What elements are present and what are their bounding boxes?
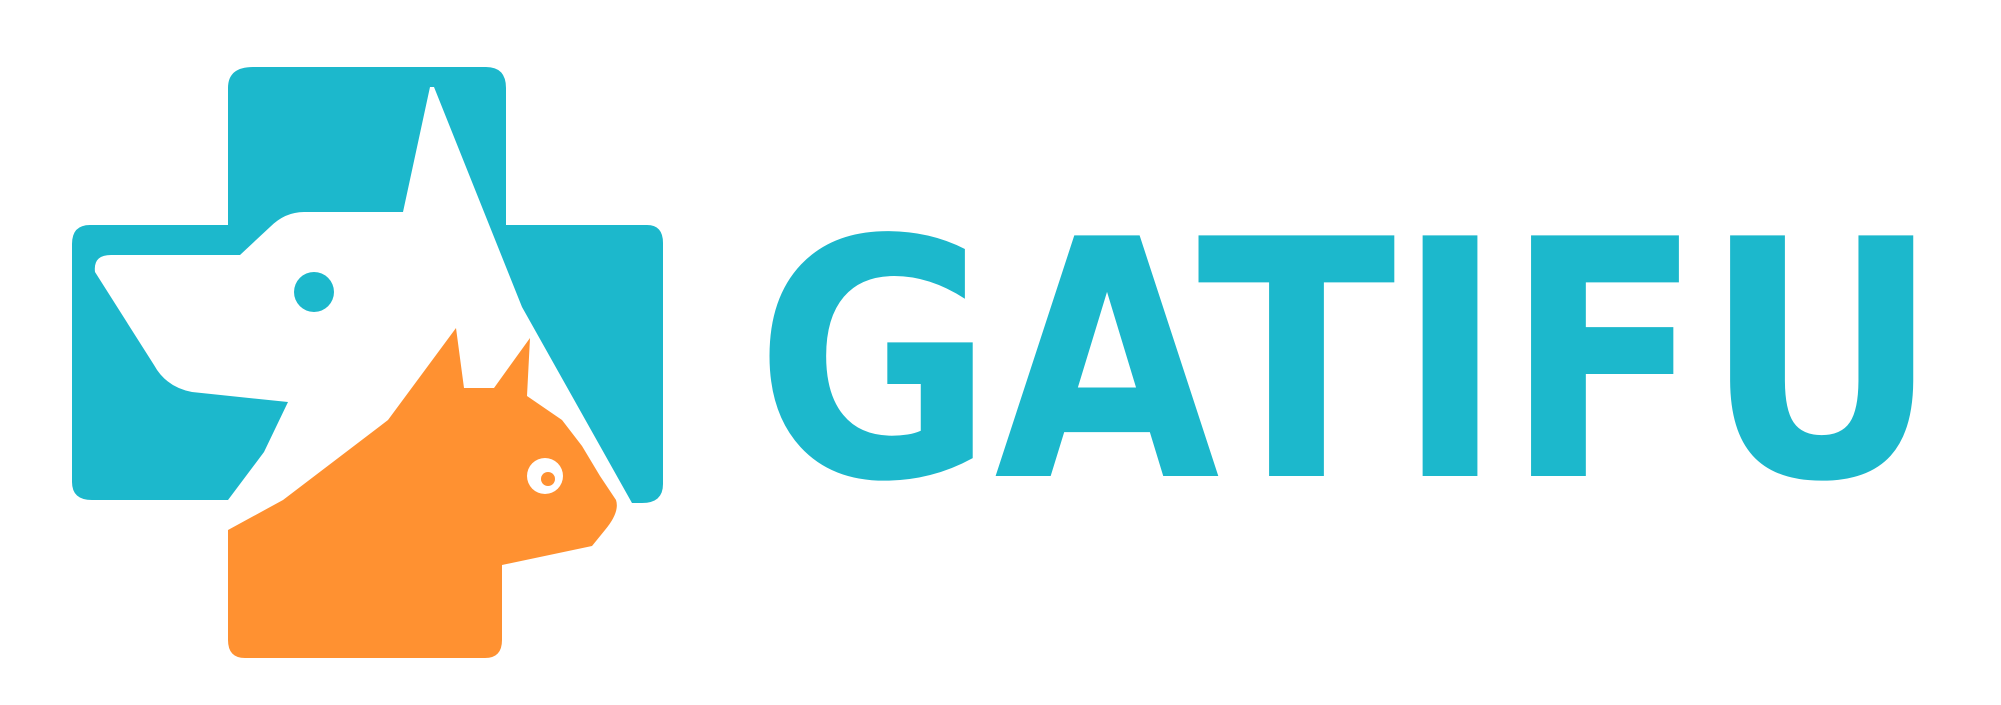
vet-cross-dog-cat-icon: [72, 67, 663, 658]
cat-pupil-icon: [541, 472, 555, 486]
brand-wordmark: GATIFU: [755, 170, 1940, 554]
dog-eye-icon: [294, 272, 334, 312]
cat-head-icon: [228, 328, 617, 658]
medical-cross-icon: [72, 67, 663, 503]
